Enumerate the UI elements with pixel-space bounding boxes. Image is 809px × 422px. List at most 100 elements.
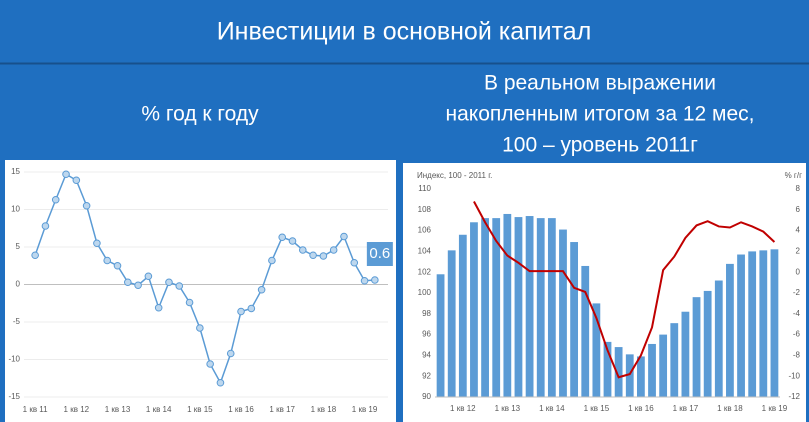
bar (547, 218, 556, 397)
bar (636, 356, 645, 397)
marker (257, 285, 266, 294)
y-tick-label: 100 (418, 288, 432, 297)
y2-tick-label: -8 (793, 351, 801, 360)
bar (748, 251, 757, 397)
x-tick-label: 1 кв 12 (450, 404, 476, 413)
bar (614, 347, 623, 397)
x-tick-label: 1 кв 16 (228, 405, 254, 414)
bar (581, 265, 590, 397)
bar (481, 218, 489, 397)
marker (154, 303, 163, 312)
bar (514, 217, 523, 397)
y-tick-label: 98 (422, 309, 431, 318)
y2-tick-label: 8 (796, 184, 801, 193)
slide-title: Инвестиции в основной капитал (217, 18, 592, 46)
y-tick-label: -15 (8, 392, 20, 401)
marker (123, 278, 132, 287)
bar (692, 297, 701, 397)
marker (360, 276, 369, 285)
bar (447, 250, 456, 397)
bar (536, 218, 545, 397)
marker (319, 252, 328, 260)
y-tick-label: -5 (13, 317, 21, 326)
bar (503, 213, 512, 397)
marker (103, 256, 112, 265)
bar (570, 242, 579, 397)
x-tick-label: 1 кв 11 (23, 405, 49, 414)
marker (350, 258, 359, 267)
y-tick-label: 94 (422, 351, 431, 360)
y2-tick-label: -12 (788, 392, 800, 401)
x-tick-label: 1 кв 13 (495, 404, 521, 413)
line (473, 201, 776, 379)
y-tick-label: 96 (422, 330, 431, 339)
y-tick-label: 10 (11, 205, 20, 214)
bar (659, 334, 668, 397)
y2-tick-label: 0 (796, 267, 801, 276)
marker (31, 251, 39, 260)
y2-tick-label: 2 (796, 247, 801, 256)
line (34, 173, 375, 385)
y2-tick-label: -2 (793, 288, 801, 297)
marker (113, 261, 122, 270)
bar (726, 263, 734, 397)
y-tick-label: 0 (16, 280, 21, 289)
bar (648, 343, 656, 397)
marker (62, 170, 70, 179)
y-tick-label: 92 (422, 371, 431, 380)
bar (470, 222, 478, 397)
bar (625, 354, 634, 397)
y2-tick-label: 4 (796, 226, 801, 235)
marker (185, 298, 194, 307)
marker (196, 324, 204, 332)
y-tick-label: 5 (16, 242, 21, 251)
data-label: 0.6 (369, 245, 390, 262)
bar (592, 303, 601, 397)
bar (770, 249, 779, 397)
y2-tick-label: -4 (793, 309, 801, 318)
marker (175, 282, 184, 290)
data-label-box (366, 242, 393, 266)
x-tick-label: 1 кв 15 (584, 404, 610, 413)
bar (737, 254, 745, 397)
y2-tick-label: -6 (793, 330, 801, 339)
x-tick-label: 1 кв 12 (64, 405, 90, 414)
y-tick-label: 104 (418, 247, 432, 256)
title-bar (0, 0, 809, 62)
marker (247, 304, 256, 313)
x-tick-label: 1 кв 18 (311, 405, 337, 414)
y-tick-label: 108 (418, 205, 432, 214)
marker (309, 251, 317, 260)
y-tick-label: 90 (422, 392, 431, 401)
bar (525, 216, 534, 397)
y2-tick-label: 6 (796, 205, 801, 214)
bar (703, 290, 712, 397)
marker (51, 195, 60, 204)
bar (759, 250, 768, 397)
marker (216, 378, 225, 387)
marker (329, 246, 338, 254)
y-tick-label: 15 (11, 167, 20, 176)
x-tick-label: 1 кв 19 (762, 404, 788, 413)
bar (492, 218, 501, 397)
marker (144, 272, 153, 281)
y-axis-label: Индекс, 100 - 2011 г. (417, 171, 492, 180)
marker (268, 256, 276, 265)
y-tick-label: -10 (8, 355, 20, 364)
bar (458, 234, 467, 397)
marker (82, 201, 91, 210)
chart-title: В реальном выражении (484, 72, 716, 95)
marker (288, 237, 297, 245)
marker (72, 176, 81, 185)
x-tick-label: 1 кв 16 (628, 404, 654, 413)
bar (681, 311, 690, 397)
x-tick-label: 1 кв 14 (146, 405, 172, 414)
marker (93, 239, 101, 248)
marker (206, 360, 214, 368)
marker (340, 232, 348, 241)
y-tick-label: 102 (418, 267, 432, 276)
x-tick-label: 1 кв 15 (187, 405, 213, 414)
x-tick-label: 1 кв 17 (673, 404, 699, 413)
chart-title: % год к году (141, 103, 259, 126)
